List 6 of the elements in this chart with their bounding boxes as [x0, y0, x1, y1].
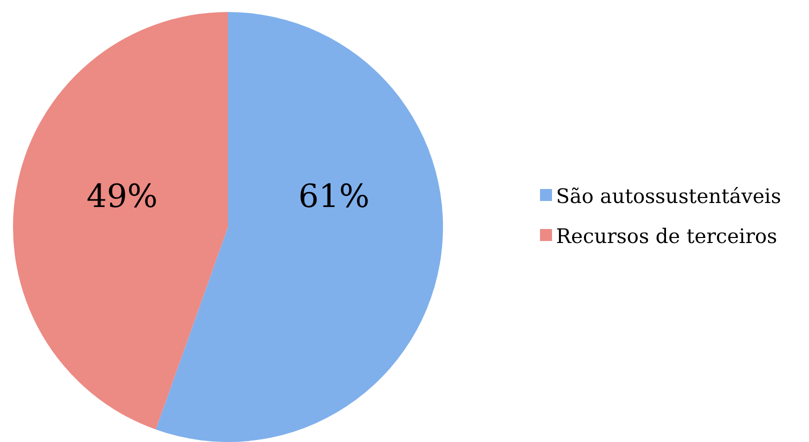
legend-label: São autossustentáveis — [556, 184, 782, 208]
legend-label: Recursos de terceiros — [556, 224, 778, 248]
data-label: 61% — [298, 177, 370, 215]
pie-slice — [156, 12, 443, 442]
data-label: 49% — [86, 177, 158, 215]
pie-slice — [13, 12, 228, 430]
